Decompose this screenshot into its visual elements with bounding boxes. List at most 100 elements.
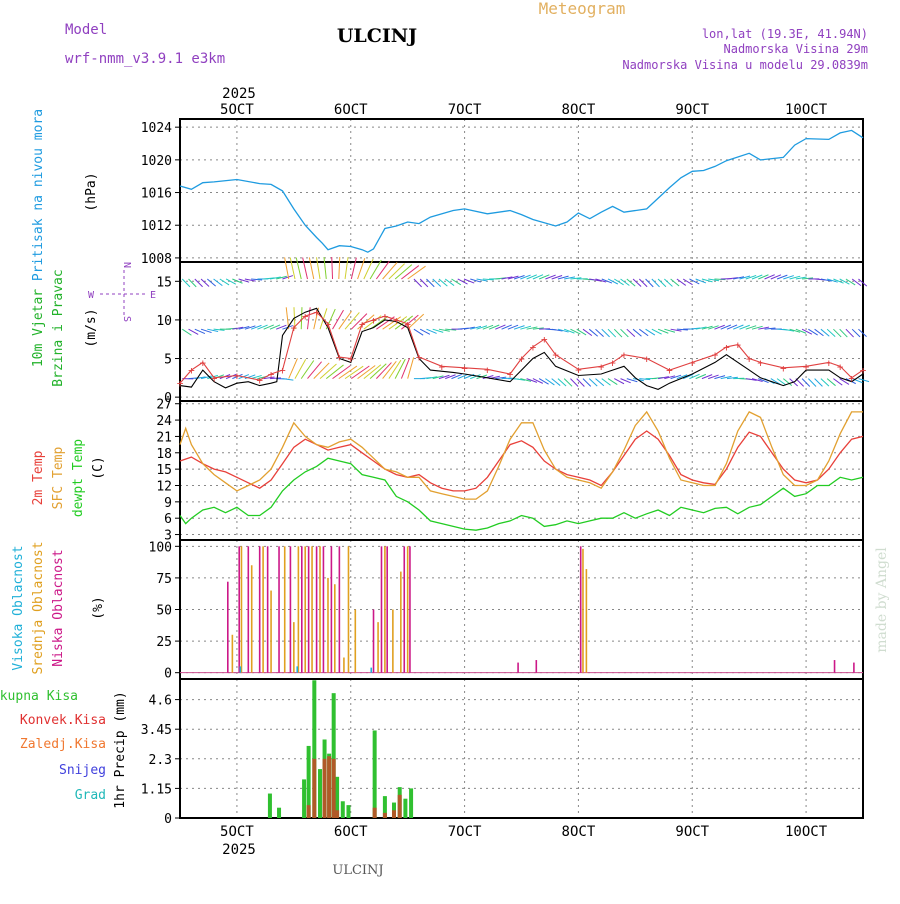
gust-marker: + bbox=[393, 314, 400, 327]
pressure-unit: (hPa) bbox=[84, 172, 99, 211]
gust-marker: + bbox=[291, 322, 298, 335]
temp-line-2 bbox=[180, 412, 863, 499]
gust-marker: + bbox=[313, 306, 320, 319]
gust-marker: + bbox=[336, 351, 343, 364]
gust-marker: + bbox=[188, 364, 195, 377]
wind-arrow bbox=[307, 362, 321, 379]
wind-arrow bbox=[317, 257, 321, 279]
gust-marker: + bbox=[199, 356, 206, 369]
model-elevation-label: Nadmorska Visina u modelu 29.0839m bbox=[622, 58, 868, 72]
y-tick-label: 1012 bbox=[141, 219, 172, 234]
y-tick-label: 15 bbox=[156, 275, 172, 290]
top-tick-label: 5OCT bbox=[220, 102, 254, 118]
gust-marker: + bbox=[382, 310, 389, 323]
precip-bar bbox=[323, 759, 327, 818]
gust-marker: + bbox=[826, 356, 833, 369]
gust-marker: + bbox=[177, 377, 184, 390]
gust-marker: + bbox=[439, 360, 446, 373]
dir-key-e: E bbox=[150, 290, 156, 301]
bottom-year-label: 2025 bbox=[222, 842, 256, 858]
gust-marker: + bbox=[211, 372, 218, 385]
top-tick-label: 9OCT bbox=[675, 102, 709, 118]
gust-marker: + bbox=[780, 362, 787, 375]
wind-arrow bbox=[389, 264, 405, 279]
y-tick-label: 10 bbox=[156, 314, 172, 329]
y-tick-label: 5 bbox=[164, 353, 172, 368]
y-tick-label: 12 bbox=[156, 479, 172, 494]
wind-arrow bbox=[296, 258, 301, 279]
top-year-label: 2025 bbox=[222, 86, 256, 102]
total-precip-legend: Ukupna Kisa bbox=[0, 689, 78, 704]
y-tick-label: 21 bbox=[156, 430, 172, 445]
wind-arrow bbox=[324, 257, 326, 279]
precip-bar bbox=[403, 799, 407, 818]
gust-marker: + bbox=[279, 364, 286, 377]
gust-marker: + bbox=[359, 318, 366, 331]
gust-marker: + bbox=[734, 339, 741, 352]
gust-marker: + bbox=[723, 341, 730, 354]
dir-key-n: N bbox=[121, 262, 132, 268]
wind-arrow bbox=[345, 312, 359, 329]
bottom-tick-label: 7OCT bbox=[448, 824, 482, 840]
pressure-line bbox=[180, 130, 863, 252]
wind-unit: (m/s) bbox=[84, 308, 99, 347]
gust-marker: + bbox=[416, 351, 423, 364]
y-tick-label: 1.15 bbox=[141, 782, 172, 797]
precip-bar bbox=[341, 801, 345, 818]
gust-marker: + bbox=[541, 333, 548, 346]
precip-bar bbox=[392, 810, 396, 818]
top-tick-label: 7OCT bbox=[448, 102, 482, 118]
precip-bar bbox=[312, 759, 316, 818]
precip-bar bbox=[383, 813, 387, 818]
y-tick-label: 9 bbox=[164, 496, 172, 511]
precip-bar bbox=[318, 769, 322, 818]
wind-arrow bbox=[182, 279, 190, 287]
wind-arrow bbox=[583, 379, 591, 387]
gust-marker: + bbox=[598, 360, 605, 373]
y-tick-label: 25 bbox=[156, 635, 172, 650]
wind-legend-b: Brzina i Pravac bbox=[51, 269, 66, 386]
dir-key-s: S bbox=[121, 316, 132, 322]
gust-marker: + bbox=[552, 349, 559, 362]
gust-marker: + bbox=[370, 314, 377, 327]
gust-marker: + bbox=[256, 374, 263, 387]
y-tick-label: 0 bbox=[164, 667, 172, 682]
cloud-unit: (%) bbox=[91, 596, 106, 619]
wind-speed-line bbox=[180, 308, 863, 389]
bottom-tick-label: 5OCT bbox=[220, 824, 254, 840]
y-tick-label: 50 bbox=[156, 604, 172, 619]
precip-bar bbox=[327, 756, 331, 818]
gust-marker: + bbox=[609, 356, 616, 369]
panel-frame bbox=[180, 401, 863, 540]
gust-marker: + bbox=[621, 349, 628, 362]
gust-marker: + bbox=[404, 318, 411, 331]
wind-arrow bbox=[376, 261, 389, 279]
y-tick-label: 1020 bbox=[141, 154, 172, 169]
gust-marker: + bbox=[666, 364, 673, 377]
y-tick-label: 15 bbox=[156, 463, 172, 478]
precip-bar bbox=[398, 795, 402, 818]
bottom-tick-label: 8OCT bbox=[562, 824, 596, 840]
wind-arrow bbox=[846, 329, 854, 337]
wind-arrow bbox=[426, 279, 434, 287]
product-title: Meteogram bbox=[539, 0, 626, 18]
y-tick-label: 2.3 bbox=[149, 753, 172, 768]
wind-arrow bbox=[589, 379, 597, 387]
wind-arrow bbox=[345, 257, 348, 279]
frozen-precip-legend: Zaledj.Kisa bbox=[20, 737, 106, 752]
wind-legend-a: 10m Vjetar bbox=[31, 289, 46, 367]
bottom-tick-label: 10OCT bbox=[785, 824, 828, 840]
y-tick-label: 18 bbox=[156, 447, 172, 462]
precip-bar bbox=[335, 810, 339, 818]
precip-unit: 1hr Precip (mm) bbox=[113, 691, 128, 808]
top-tick-label: 6OCT bbox=[334, 102, 368, 118]
gust-marker: + bbox=[484, 363, 491, 376]
gust-marker: + bbox=[325, 318, 332, 331]
precip-bar bbox=[373, 808, 377, 818]
wind-arrow bbox=[652, 279, 660, 287]
y-tick-label: 1016 bbox=[141, 187, 172, 202]
lonlat-label: lon,lat (19.3E, 41.94N) bbox=[702, 27, 868, 41]
temp2m-legend: 2m Temp bbox=[31, 450, 46, 505]
